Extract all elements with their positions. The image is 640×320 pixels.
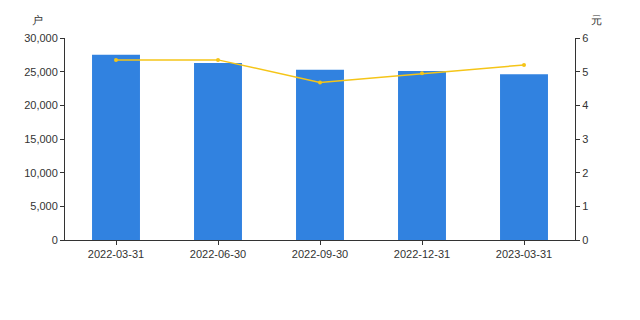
svg-text:6: 6 <box>582 32 588 44</box>
svg-text:5: 5 <box>582 66 588 78</box>
svg-text:30,000: 30,000 <box>24 32 58 44</box>
svg-text:25,000: 25,000 <box>24 66 58 78</box>
svg-text:户: 户 <box>32 14 43 26</box>
svg-text:2: 2 <box>582 167 588 179</box>
svg-text:2022-12-31: 2022-12-31 <box>394 248 450 260</box>
svg-text:10,000: 10,000 <box>24 167 58 179</box>
svg-text:3: 3 <box>582 133 588 145</box>
svg-text:15,000: 15,000 <box>24 133 58 145</box>
svg-text:20,000: 20,000 <box>24 99 58 111</box>
svg-text:2022-03-31: 2022-03-31 <box>88 248 144 260</box>
svg-text:4: 4 <box>582 99 588 111</box>
svg-text:0: 0 <box>582 234 588 246</box>
svg-text:2023-03-31: 2023-03-31 <box>496 248 552 260</box>
svg-text:1: 1 <box>582 200 588 212</box>
svg-text:0: 0 <box>52 234 58 246</box>
svg-text:2022-06-30: 2022-06-30 <box>190 248 246 260</box>
svg-text:元: 元 <box>591 14 602 26</box>
svg-text:2022-09-30: 2022-09-30 <box>292 248 348 260</box>
svg-text:5,000: 5,000 <box>30 200 58 212</box>
